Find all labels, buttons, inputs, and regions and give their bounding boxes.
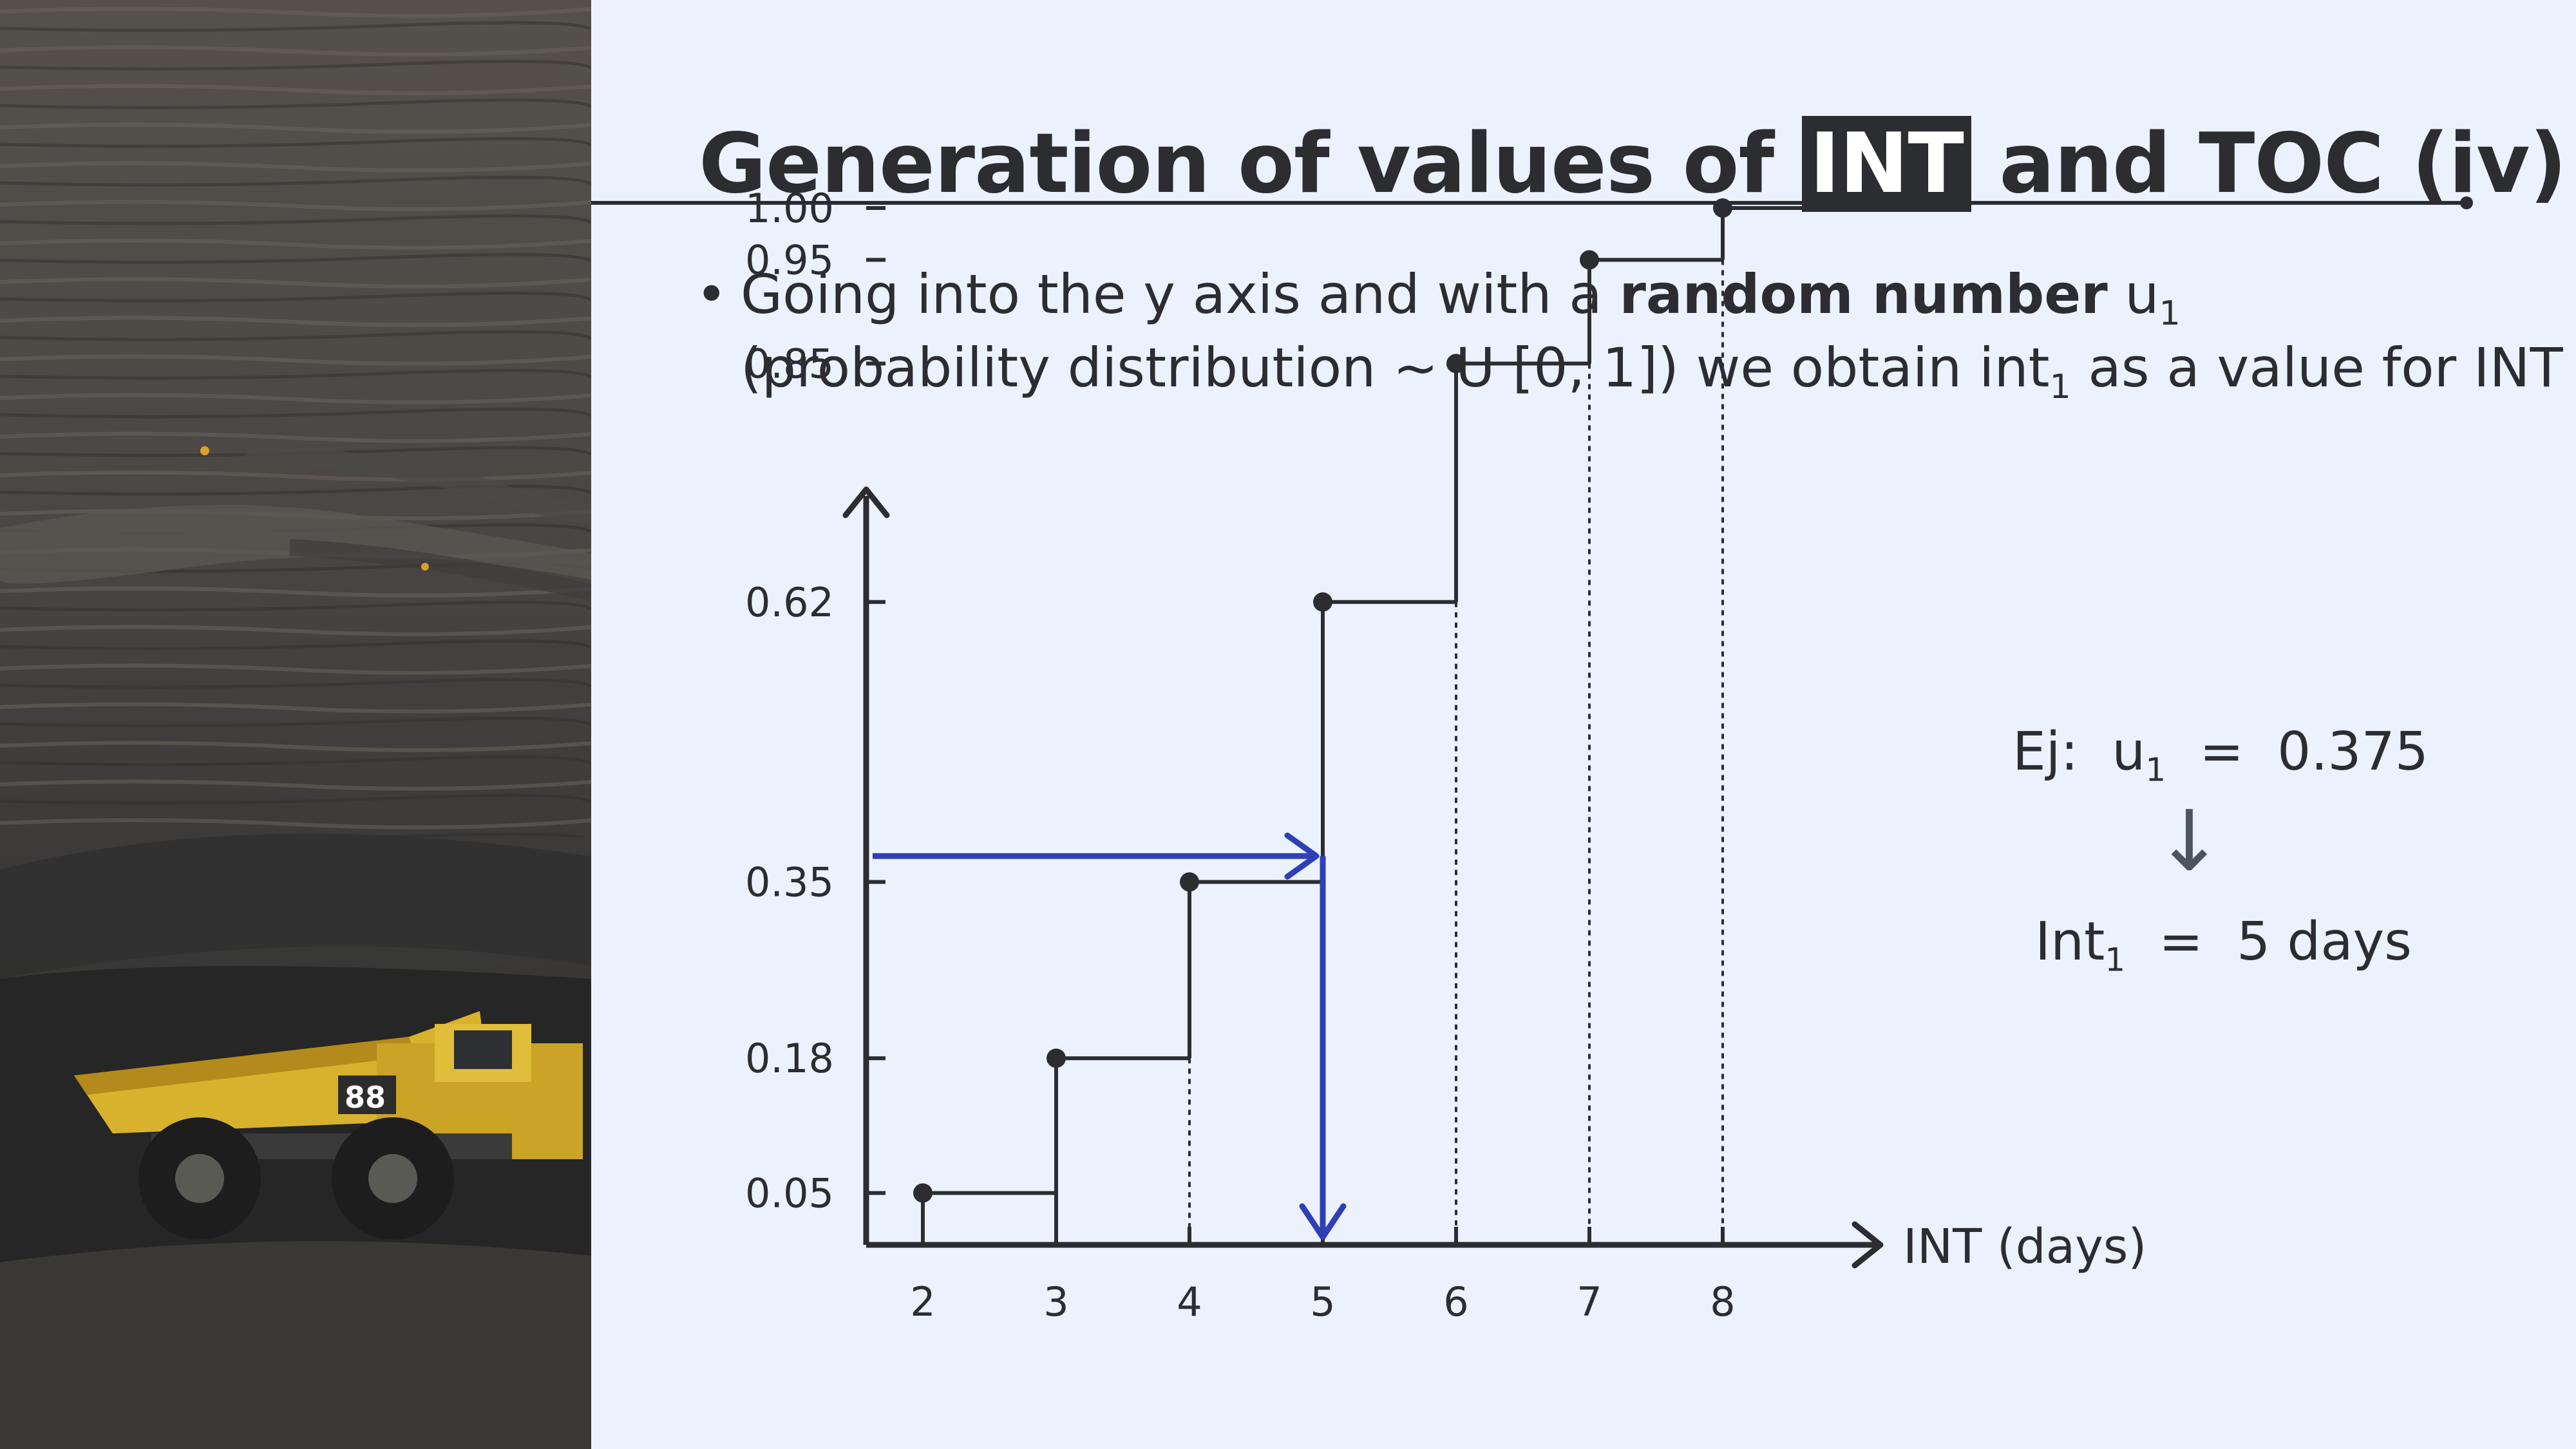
data-point xyxy=(1046,1048,1066,1068)
bullet-line-1-sub: 1 xyxy=(2159,294,2181,333)
bullet-line-2: (probability distribution ~ U [0, 1]) we… xyxy=(741,331,2563,424)
bullet-line-1: Going into the y axis and with a random … xyxy=(741,258,2181,350)
example-box: Ej: u1 = 0.375 ↓ Int1 = 5 days xyxy=(1964,708,2429,998)
title-underline-end-dot xyxy=(2460,196,2473,209)
y-tick-label: 0.05 xyxy=(745,1170,834,1217)
data-point xyxy=(1180,872,1199,892)
x-tick-label: 8 xyxy=(1710,1278,1735,1325)
data-point xyxy=(1580,250,1599,270)
bullet-line-2-text: (probability distribution ~ U [0, 1]) we… xyxy=(741,336,2050,399)
title-highlight: INT xyxy=(1801,116,1971,212)
bullet-dot: • xyxy=(696,263,728,326)
x-tick-label: 5 xyxy=(1310,1278,1335,1325)
x-axis-arrowhead xyxy=(1852,1221,1884,1269)
svg-text:88: 88 xyxy=(345,1080,386,1115)
data-point xyxy=(1713,198,1732,218)
y-tick-label: 0.85 xyxy=(745,341,834,388)
haul-truck: 88 xyxy=(74,1011,583,1240)
x-tick-label: 4 xyxy=(1177,1278,1202,1325)
y-axis-arrowhead xyxy=(842,486,890,518)
data-point xyxy=(1313,592,1332,612)
data-point xyxy=(913,1183,933,1203)
example-prefix: Ej: xyxy=(2012,721,2079,782)
bullet-line-1-var: u xyxy=(2107,263,2159,326)
example-result-sub: 1 xyxy=(2105,941,2126,979)
example-equals: = xyxy=(2199,721,2244,782)
y-tick-label: 0.95 xyxy=(745,237,834,284)
data-point xyxy=(1446,354,1466,374)
x-tick-label: 3 xyxy=(1043,1278,1068,1325)
x-tick-label: 6 xyxy=(1443,1278,1468,1325)
example-result-value: 5 days xyxy=(2237,911,2412,972)
lookup-vertical-arrowhead xyxy=(1299,1203,1347,1240)
mine-truck-photo: 88 xyxy=(0,0,591,1449)
x-tick-label: 2 xyxy=(910,1278,935,1325)
example-result-var: Int xyxy=(2035,911,2105,972)
example-var-sub: 1 xyxy=(2145,751,2166,789)
example-input: Ej: u1 = 0.375 xyxy=(2012,721,2429,788)
y-tick-label: 0.62 xyxy=(745,579,834,626)
slide-title: Generation of values of INT and TOC (iv) xyxy=(699,109,2567,219)
x-tick-label: 7 xyxy=(1577,1278,1602,1325)
lookup-horizontal-arrowhead xyxy=(1284,832,1320,880)
title-suffix: and TOC (iv) xyxy=(1971,116,2567,212)
example-var: u xyxy=(2112,721,2146,782)
x-axis-label: INT (days) xyxy=(1903,1219,2146,1274)
bullet-line-2-end: as a value for INT xyxy=(2070,336,2563,399)
example-result: Int1 = 5 days xyxy=(2035,911,2412,978)
title-prefix: Generation of values of xyxy=(699,116,1802,212)
y-tick-label: 0.35 xyxy=(745,859,834,906)
y-tick-label: 1.00 xyxy=(745,185,834,232)
down-arrow-icon: ↓ xyxy=(2154,792,2224,890)
title-underline xyxy=(591,201,2468,205)
bullet-line-2-sub: 1 xyxy=(2049,367,2071,406)
y-tick-label: 0.18 xyxy=(745,1035,834,1082)
bullet-line-1-text: Going into the y axis and with a xyxy=(741,263,1620,326)
example-result-equals: = xyxy=(2159,911,2203,972)
example-u-value: 0.375 xyxy=(2277,721,2429,782)
bullet-line-1-bold: random number xyxy=(1619,263,2108,326)
